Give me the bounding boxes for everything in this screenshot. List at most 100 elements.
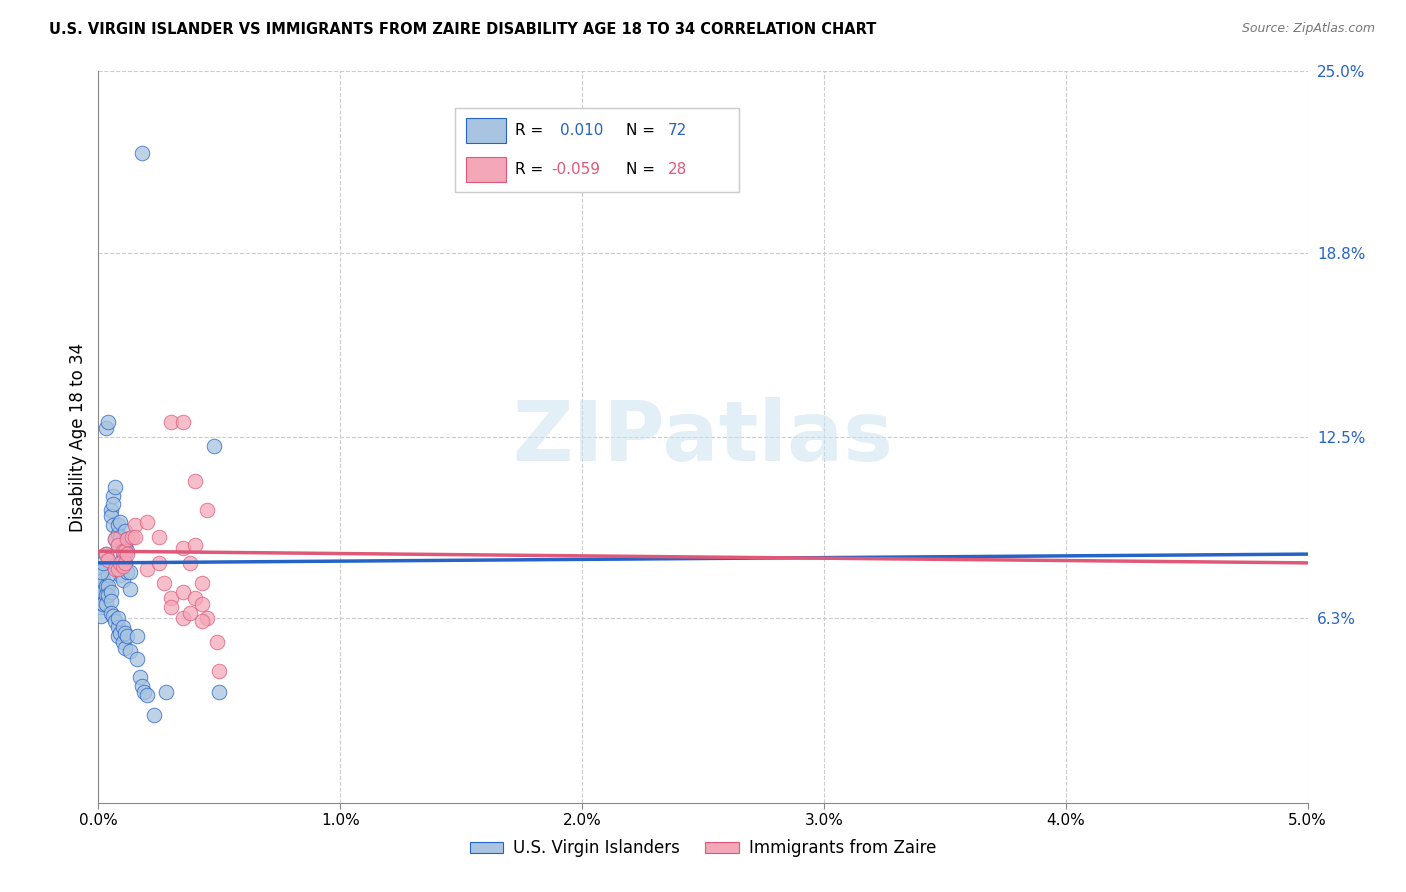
Point xyxy=(117,565,139,579)
Point xyxy=(127,629,149,643)
Point xyxy=(101,608,124,623)
Point xyxy=(195,503,218,517)
Point xyxy=(184,591,207,605)
Point xyxy=(179,556,201,570)
Point xyxy=(104,562,127,576)
Point xyxy=(90,591,112,605)
Point xyxy=(148,556,170,570)
Text: ZIPatlas: ZIPatlas xyxy=(513,397,893,477)
Point xyxy=(127,652,149,666)
Point xyxy=(208,684,231,698)
Point xyxy=(128,670,150,684)
Point xyxy=(160,599,183,614)
Point xyxy=(143,708,166,723)
Point xyxy=(107,611,129,625)
Point xyxy=(100,585,122,599)
Point xyxy=(118,565,141,579)
Point xyxy=(204,439,226,453)
Point xyxy=(107,538,129,552)
Point xyxy=(94,547,117,561)
Point xyxy=(117,533,139,547)
Point xyxy=(172,611,194,625)
Point xyxy=(114,626,136,640)
Point xyxy=(94,547,117,561)
Point xyxy=(111,620,134,634)
Point xyxy=(108,530,131,544)
Point xyxy=(179,606,201,620)
Point xyxy=(107,517,129,532)
Point xyxy=(97,567,120,582)
Point xyxy=(172,585,194,599)
Point xyxy=(131,679,153,693)
Point xyxy=(124,530,146,544)
Point xyxy=(114,556,136,570)
Point xyxy=(91,556,114,570)
Point xyxy=(108,515,131,529)
Point xyxy=(155,684,177,698)
Point xyxy=(172,541,194,556)
Point xyxy=(104,480,127,494)
Legend: U.S. Virgin Islanders, Immigrants from Zaire: U.S. Virgin Islanders, Immigrants from Z… xyxy=(464,832,942,864)
Point xyxy=(100,503,122,517)
Point xyxy=(97,579,120,593)
Point xyxy=(114,556,136,570)
Point xyxy=(131,146,153,161)
Point xyxy=(160,591,183,605)
Point xyxy=(121,530,143,544)
Point xyxy=(107,629,129,643)
Point xyxy=(135,688,157,702)
Point xyxy=(100,606,122,620)
Point xyxy=(100,594,122,608)
Point xyxy=(184,474,207,488)
Point xyxy=(101,517,124,532)
Point xyxy=(104,533,127,547)
Point xyxy=(117,533,139,547)
Point xyxy=(91,597,114,611)
Point xyxy=(107,526,129,541)
Point xyxy=(100,509,122,524)
Point xyxy=(111,635,134,649)
Point xyxy=(117,544,139,558)
Point xyxy=(101,489,124,503)
Point xyxy=(91,562,114,576)
Point xyxy=(94,588,117,602)
Point xyxy=(135,515,157,529)
Point xyxy=(90,574,112,588)
Point xyxy=(101,497,124,511)
Point xyxy=(94,597,117,611)
Point xyxy=(90,565,112,579)
Point xyxy=(107,538,129,552)
Point xyxy=(107,562,129,576)
Point xyxy=(114,544,136,558)
Point xyxy=(90,608,112,623)
Point xyxy=(91,585,114,599)
Point xyxy=(91,574,114,588)
Point xyxy=(97,553,120,567)
Point xyxy=(114,538,136,552)
Point xyxy=(117,629,139,643)
Point xyxy=(184,538,207,552)
Point xyxy=(135,562,157,576)
Point xyxy=(160,416,183,430)
Point xyxy=(108,626,131,640)
Point xyxy=(208,664,231,678)
Point xyxy=(191,576,214,591)
Point xyxy=(90,582,112,597)
Point xyxy=(124,517,146,532)
Point xyxy=(191,597,214,611)
Point xyxy=(148,530,170,544)
Point xyxy=(111,544,134,558)
Text: Source: ZipAtlas.com: Source: ZipAtlas.com xyxy=(1241,22,1375,36)
Point xyxy=(195,611,218,625)
Point xyxy=(111,547,134,561)
Point xyxy=(104,533,127,547)
Point xyxy=(134,684,156,698)
Point xyxy=(152,576,174,591)
Point xyxy=(104,615,127,629)
Point xyxy=(118,643,141,657)
Point xyxy=(97,553,120,567)
Point xyxy=(97,416,120,430)
Point xyxy=(111,558,134,573)
Point xyxy=(114,524,136,538)
Point xyxy=(107,620,129,634)
